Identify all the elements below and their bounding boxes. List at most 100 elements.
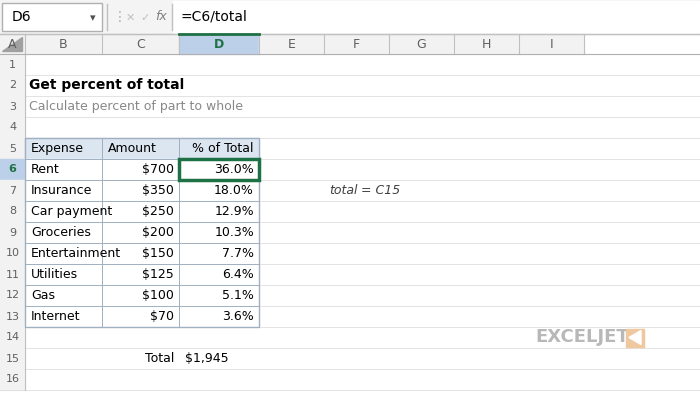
Bar: [25, 243, 259, 264]
Text: Rent: Rent: [31, 163, 60, 176]
Text: 14: 14: [6, 332, 20, 342]
Bar: [25, 306, 259, 327]
Text: Entertainment: Entertainment: [31, 247, 121, 260]
Bar: [0, 369, 25, 390]
Bar: [0, 306, 25, 327]
Text: $350: $350: [142, 184, 174, 197]
Bar: [25, 180, 259, 201]
Text: 6: 6: [8, 164, 16, 174]
Text: =C6/total: =C6/total: [180, 10, 247, 24]
Bar: [2, 3, 102, 31]
Bar: [519, 34, 584, 54]
Text: Car payment: Car payment: [31, 205, 112, 218]
Text: Expense: Expense: [31, 142, 84, 155]
Text: Calculate percent of part to whole: Calculate percent of part to whole: [29, 100, 243, 113]
Text: = C15: = C15: [357, 184, 400, 197]
Bar: [173, 1, 699, 33]
Text: ✓: ✓: [140, 13, 149, 23]
Bar: [0, 348, 25, 369]
FancyBboxPatch shape: [626, 328, 644, 346]
Text: B: B: [60, 38, 68, 50]
Bar: [179, 159, 259, 180]
Text: $70: $70: [150, 310, 174, 323]
Text: 15: 15: [6, 354, 20, 364]
Text: 10: 10: [6, 248, 20, 258]
Bar: [25, 138, 259, 327]
Bar: [0, 34, 25, 54]
Text: $200: $200: [142, 226, 174, 239]
Bar: [0, 75, 25, 96]
Text: ✕: ✕: [126, 13, 135, 23]
Polygon shape: [629, 330, 641, 344]
Text: EXCELJET: EXCELJET: [535, 328, 629, 346]
Bar: [25, 34, 102, 54]
Text: $150: $150: [142, 247, 174, 260]
Bar: [0, 117, 25, 138]
Text: Groceries: Groceries: [31, 226, 91, 239]
Text: 13: 13: [6, 312, 20, 322]
Text: C: C: [136, 38, 145, 50]
Text: 2: 2: [9, 80, 16, 90]
Text: I: I: [550, 38, 553, 50]
Text: D: D: [214, 38, 224, 50]
Text: 3.6%: 3.6%: [223, 310, 254, 323]
Polygon shape: [2, 37, 22, 51]
Bar: [25, 285, 259, 306]
Text: 5.1%: 5.1%: [222, 289, 254, 302]
Text: 12: 12: [6, 290, 20, 300]
Text: 8: 8: [9, 206, 16, 216]
Text: % of Total: % of Total: [193, 142, 254, 155]
Text: fx: fx: [155, 10, 167, 24]
Bar: [259, 34, 324, 54]
Text: 12.9%: 12.9%: [214, 205, 254, 218]
Bar: [0, 222, 25, 243]
Bar: [25, 264, 259, 285]
Text: 10.3%: 10.3%: [214, 226, 254, 239]
Text: G: G: [416, 38, 426, 50]
Bar: [0, 54, 25, 75]
Bar: [179, 34, 259, 54]
Bar: [0, 201, 25, 222]
Text: Utilities: Utilities: [31, 268, 78, 281]
Bar: [25, 138, 259, 159]
Text: $1,945: $1,945: [185, 352, 229, 365]
Text: ⋮: ⋮: [113, 10, 127, 24]
Text: 7: 7: [9, 186, 16, 196]
Text: 11: 11: [6, 270, 20, 280]
Text: F: F: [353, 38, 360, 50]
Bar: [25, 159, 259, 180]
Text: 4: 4: [9, 122, 16, 132]
Text: ▾: ▾: [90, 13, 96, 23]
Text: $700: $700: [142, 163, 174, 176]
Bar: [0, 264, 25, 285]
Bar: [102, 34, 179, 54]
Text: Insurance: Insurance: [31, 184, 92, 197]
Text: Get percent of total: Get percent of total: [29, 78, 184, 92]
Text: 36.0%: 36.0%: [214, 163, 254, 176]
Text: 18.0%: 18.0%: [214, 184, 254, 197]
Bar: [0, 180, 25, 201]
Text: H: H: [482, 38, 491, 50]
Bar: [25, 222, 259, 243]
Text: Internet: Internet: [31, 310, 80, 323]
Text: D6: D6: [12, 10, 32, 24]
Bar: [0, 327, 25, 348]
Text: $100: $100: [142, 289, 174, 302]
Bar: [0, 285, 25, 306]
Bar: [324, 34, 389, 54]
Bar: [25, 201, 259, 222]
Text: $250: $250: [142, 205, 174, 218]
Bar: [0, 138, 25, 159]
Bar: [0, 159, 25, 180]
Text: E: E: [288, 38, 295, 50]
Text: $125: $125: [142, 268, 174, 281]
Bar: [0, 34, 25, 54]
Text: 1: 1: [9, 60, 16, 70]
Bar: [2, 3, 102, 31]
Text: 7.7%: 7.7%: [222, 247, 254, 260]
Bar: [0, 0, 700, 34]
Bar: [389, 34, 454, 54]
Text: 3: 3: [9, 102, 16, 112]
Bar: [0, 243, 25, 264]
Text: Gas: Gas: [31, 289, 55, 302]
